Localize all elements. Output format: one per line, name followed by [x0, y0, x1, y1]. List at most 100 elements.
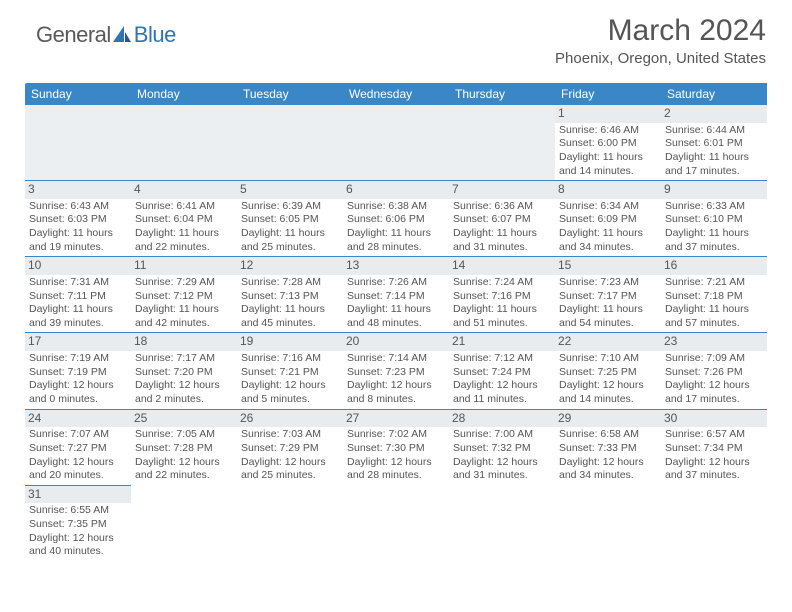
- day-number: 27: [343, 410, 449, 428]
- cell-line: Daylight: 12 hours: [347, 379, 445, 393]
- day-number: 10: [25, 257, 131, 275]
- calendar-cell: 2Sunrise: 6:44 AMSunset: 6:01 PMDaylight…: [661, 105, 767, 181]
- day-number: 16: [661, 257, 767, 275]
- cell-line: Sunrise: 7:19 AM: [29, 352, 127, 366]
- cell-line: Sunrise: 7:05 AM: [135, 428, 233, 442]
- cell-line: Daylight: 12 hours: [135, 456, 233, 470]
- calendar-cell: 3Sunrise: 6:43 AMSunset: 6:03 PMDaylight…: [25, 181, 131, 257]
- cell-line: Sunset: 7:14 PM: [347, 290, 445, 304]
- cell-line: and 34 minutes.: [559, 469, 657, 483]
- cell-line: Sunset: 7:20 PM: [135, 366, 233, 380]
- calendar-cell: 13Sunrise: 7:26 AMSunset: 7:14 PMDayligh…: [343, 257, 449, 333]
- cell-line: Sunset: 7:23 PM: [347, 366, 445, 380]
- cell-line: Daylight: 11 hours: [559, 151, 657, 165]
- col-wednesday: Wednesday: [343, 83, 449, 105]
- cell-line: Sunset: 6:09 PM: [559, 213, 657, 227]
- cell-line: Sunset: 6:10 PM: [665, 213, 763, 227]
- logo-text-general: General: [36, 22, 111, 48]
- cell-line: Sunrise: 7:31 AM: [29, 276, 127, 290]
- cell-line: Sunrise: 7:00 AM: [453, 428, 551, 442]
- cell-line: Sunset: 7:26 PM: [665, 366, 763, 380]
- cell-line: and 31 minutes.: [453, 241, 551, 255]
- title-block: March 2024 Phoenix, Oregon, United State…: [555, 14, 766, 67]
- cell-line: Sunrise: 7:10 AM: [559, 352, 657, 366]
- cell-line: Sunrise: 6:38 AM: [347, 200, 445, 214]
- cell-line: Daylight: 11 hours: [241, 227, 339, 241]
- cell-line: Daylight: 11 hours: [665, 227, 763, 241]
- day-number: 25: [131, 410, 237, 428]
- cell-line: and 28 minutes.: [347, 469, 445, 483]
- calendar-cell: [449, 485, 555, 561]
- day-number: 17: [25, 333, 131, 351]
- calendar-cell: 11Sunrise: 7:29 AMSunset: 7:12 PMDayligh…: [131, 257, 237, 333]
- cell-line: Daylight: 11 hours: [347, 227, 445, 241]
- cell-line: Daylight: 11 hours: [135, 303, 233, 317]
- calendar-cell: 12Sunrise: 7:28 AMSunset: 7:13 PMDayligh…: [237, 257, 343, 333]
- day-number: 29: [555, 410, 661, 428]
- cell-line: Daylight: 12 hours: [347, 456, 445, 470]
- cell-line: and 34 minutes.: [559, 241, 657, 255]
- cell-line: Sunset: 6:05 PM: [241, 213, 339, 227]
- cell-line: and 57 minutes.: [665, 317, 763, 331]
- calendar-cell: 4Sunrise: 6:41 AMSunset: 6:04 PMDaylight…: [131, 181, 237, 257]
- cell-line: Sunrise: 6:58 AM: [559, 428, 657, 442]
- cell-line: Sunset: 7:21 PM: [241, 366, 339, 380]
- calendar-cell: 6Sunrise: 6:38 AMSunset: 6:06 PMDaylight…: [343, 181, 449, 257]
- cell-line: Sunset: 7:30 PM: [347, 442, 445, 456]
- cell-line: Sunset: 7:11 PM: [29, 290, 127, 304]
- cell-line: Sunset: 7:16 PM: [453, 290, 551, 304]
- cell-line: Sunrise: 7:03 AM: [241, 428, 339, 442]
- calendar-cell: 10Sunrise: 7:31 AMSunset: 7:11 PMDayligh…: [25, 257, 131, 333]
- cell-line: Sunrise: 7:14 AM: [347, 352, 445, 366]
- calendar-cell: [131, 485, 237, 561]
- day-number: 15: [555, 257, 661, 275]
- cell-line: and 17 minutes.: [665, 393, 763, 407]
- day-number: 20: [343, 333, 449, 351]
- cell-line: Daylight: 12 hours: [29, 379, 127, 393]
- day-number: 13: [343, 257, 449, 275]
- cell-line: and 37 minutes.: [665, 469, 763, 483]
- cell-line: Sunset: 6:01 PM: [665, 137, 763, 151]
- col-friday: Friday: [555, 83, 661, 105]
- cell-line: and 5 minutes.: [241, 393, 339, 407]
- calendar-cell: [661, 485, 767, 561]
- cell-line: Daylight: 11 hours: [135, 227, 233, 241]
- cell-line: Daylight: 11 hours: [29, 303, 127, 317]
- cell-line: Sunset: 7:27 PM: [29, 442, 127, 456]
- cell-line: Sunrise: 6:39 AM: [241, 200, 339, 214]
- day-number: 8: [555, 181, 661, 199]
- cell-line: and 20 minutes.: [29, 469, 127, 483]
- header: General Blue March 2024 Phoenix, Oregon,…: [0, 0, 792, 73]
- cell-line: Daylight: 11 hours: [559, 227, 657, 241]
- cell-line: Sunset: 6:07 PM: [453, 213, 551, 227]
- day-number: 1: [555, 105, 661, 123]
- cell-line: Sunset: 6:04 PM: [135, 213, 233, 227]
- day-number: 18: [131, 333, 237, 351]
- cell-line: Daylight: 12 hours: [559, 456, 657, 470]
- calendar-row: 10Sunrise: 7:31 AMSunset: 7:11 PMDayligh…: [25, 257, 767, 333]
- calendar-cell: 23Sunrise: 7:09 AMSunset: 7:26 PMDayligh…: [661, 333, 767, 409]
- cell-line: Sunset: 7:25 PM: [559, 366, 657, 380]
- calendar-cell: [449, 105, 555, 181]
- cell-line: Sunrise: 6:55 AM: [29, 504, 127, 518]
- calendar-table: Sunday Monday Tuesday Wednesday Thursday…: [25, 83, 767, 561]
- cell-line: Sunrise: 7:29 AM: [135, 276, 233, 290]
- calendar-cell: 16Sunrise: 7:21 AMSunset: 7:18 PMDayligh…: [661, 257, 767, 333]
- cell-line: and 0 minutes.: [29, 393, 127, 407]
- col-monday: Monday: [131, 83, 237, 105]
- cell-line: and 25 minutes.: [241, 469, 339, 483]
- cell-line: Sunset: 7:33 PM: [559, 442, 657, 456]
- calendar-cell: 25Sunrise: 7:05 AMSunset: 7:28 PMDayligh…: [131, 409, 237, 485]
- cell-line: Sunrise: 7:26 AM: [347, 276, 445, 290]
- cell-line: Sunrise: 6:36 AM: [453, 200, 551, 214]
- cell-line: Daylight: 12 hours: [665, 456, 763, 470]
- calendar-cell: 24Sunrise: 7:07 AMSunset: 7:27 PMDayligh…: [25, 409, 131, 485]
- day-number: 12: [237, 257, 343, 275]
- cell-line: Sunset: 7:32 PM: [453, 442, 551, 456]
- cell-line: and 39 minutes.: [29, 317, 127, 331]
- cell-line: Sunset: 7:29 PM: [241, 442, 339, 456]
- calendar-cell: [25, 105, 131, 181]
- cell-line: and 22 minutes.: [135, 469, 233, 483]
- cell-line: Sunrise: 6:34 AM: [559, 200, 657, 214]
- calendar-cell: 14Sunrise: 7:24 AMSunset: 7:16 PMDayligh…: [449, 257, 555, 333]
